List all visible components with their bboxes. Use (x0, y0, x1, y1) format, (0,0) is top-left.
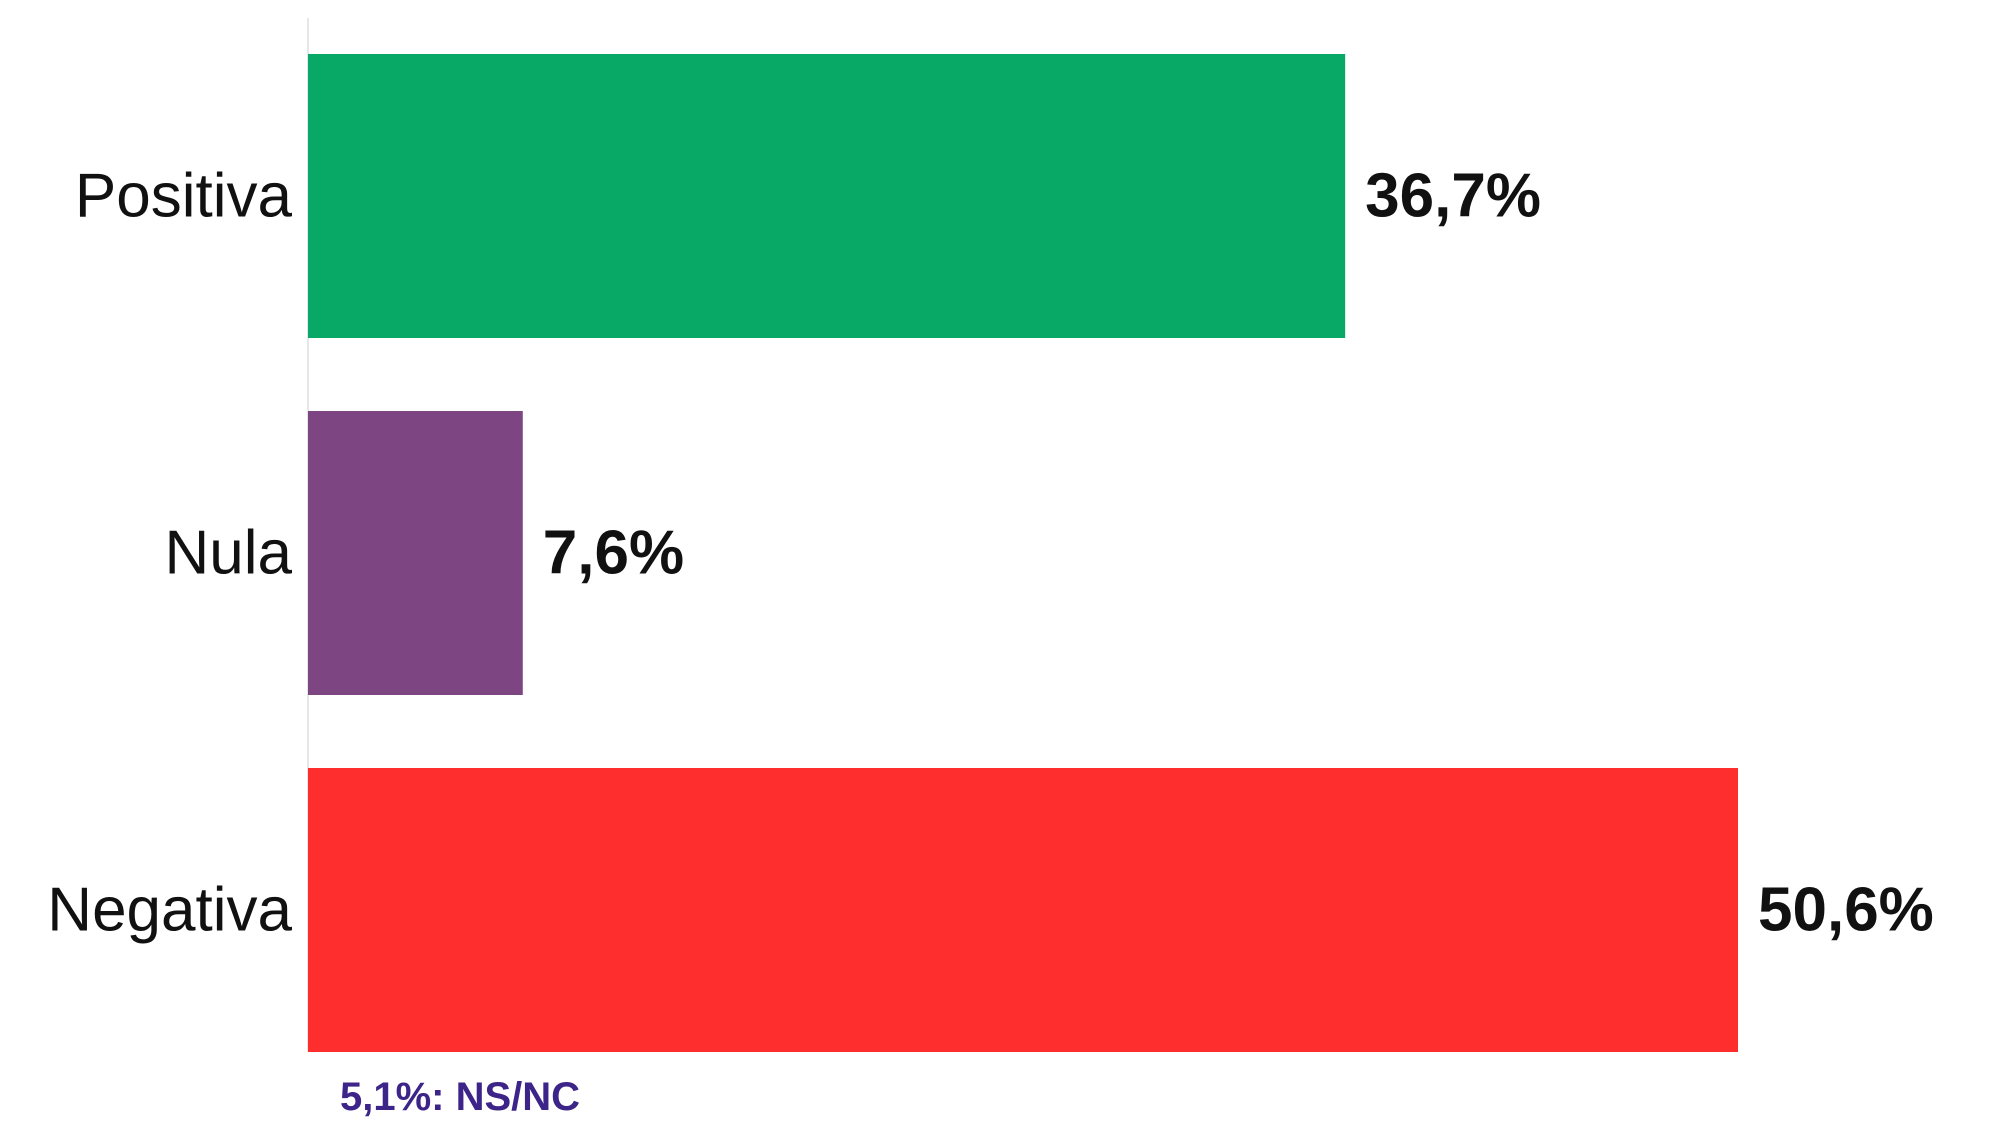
bar-positiva (308, 54, 1346, 338)
value-label-negativa: 50,6% (1758, 876, 1934, 945)
value-label-nula: 7,6% (543, 519, 684, 588)
category-labels-group: Positiva Nula Negativa (47, 162, 292, 945)
bar-negativa (308, 768, 1738, 1052)
bars-group (308, 54, 1738, 1052)
category-label-nula: Nula (164, 519, 292, 588)
footnote-ns-nc: 5,1%: NS/NC (340, 1075, 580, 1119)
category-label-negativa: Negativa (47, 876, 292, 945)
value-label-positiva: 36,7% (1365, 162, 1541, 231)
bar-nula (308, 411, 523, 695)
value-labels-group: 36,7% 7,6% 50,6% (543, 162, 1934, 945)
category-label-positiva: Positiva (75, 162, 293, 231)
